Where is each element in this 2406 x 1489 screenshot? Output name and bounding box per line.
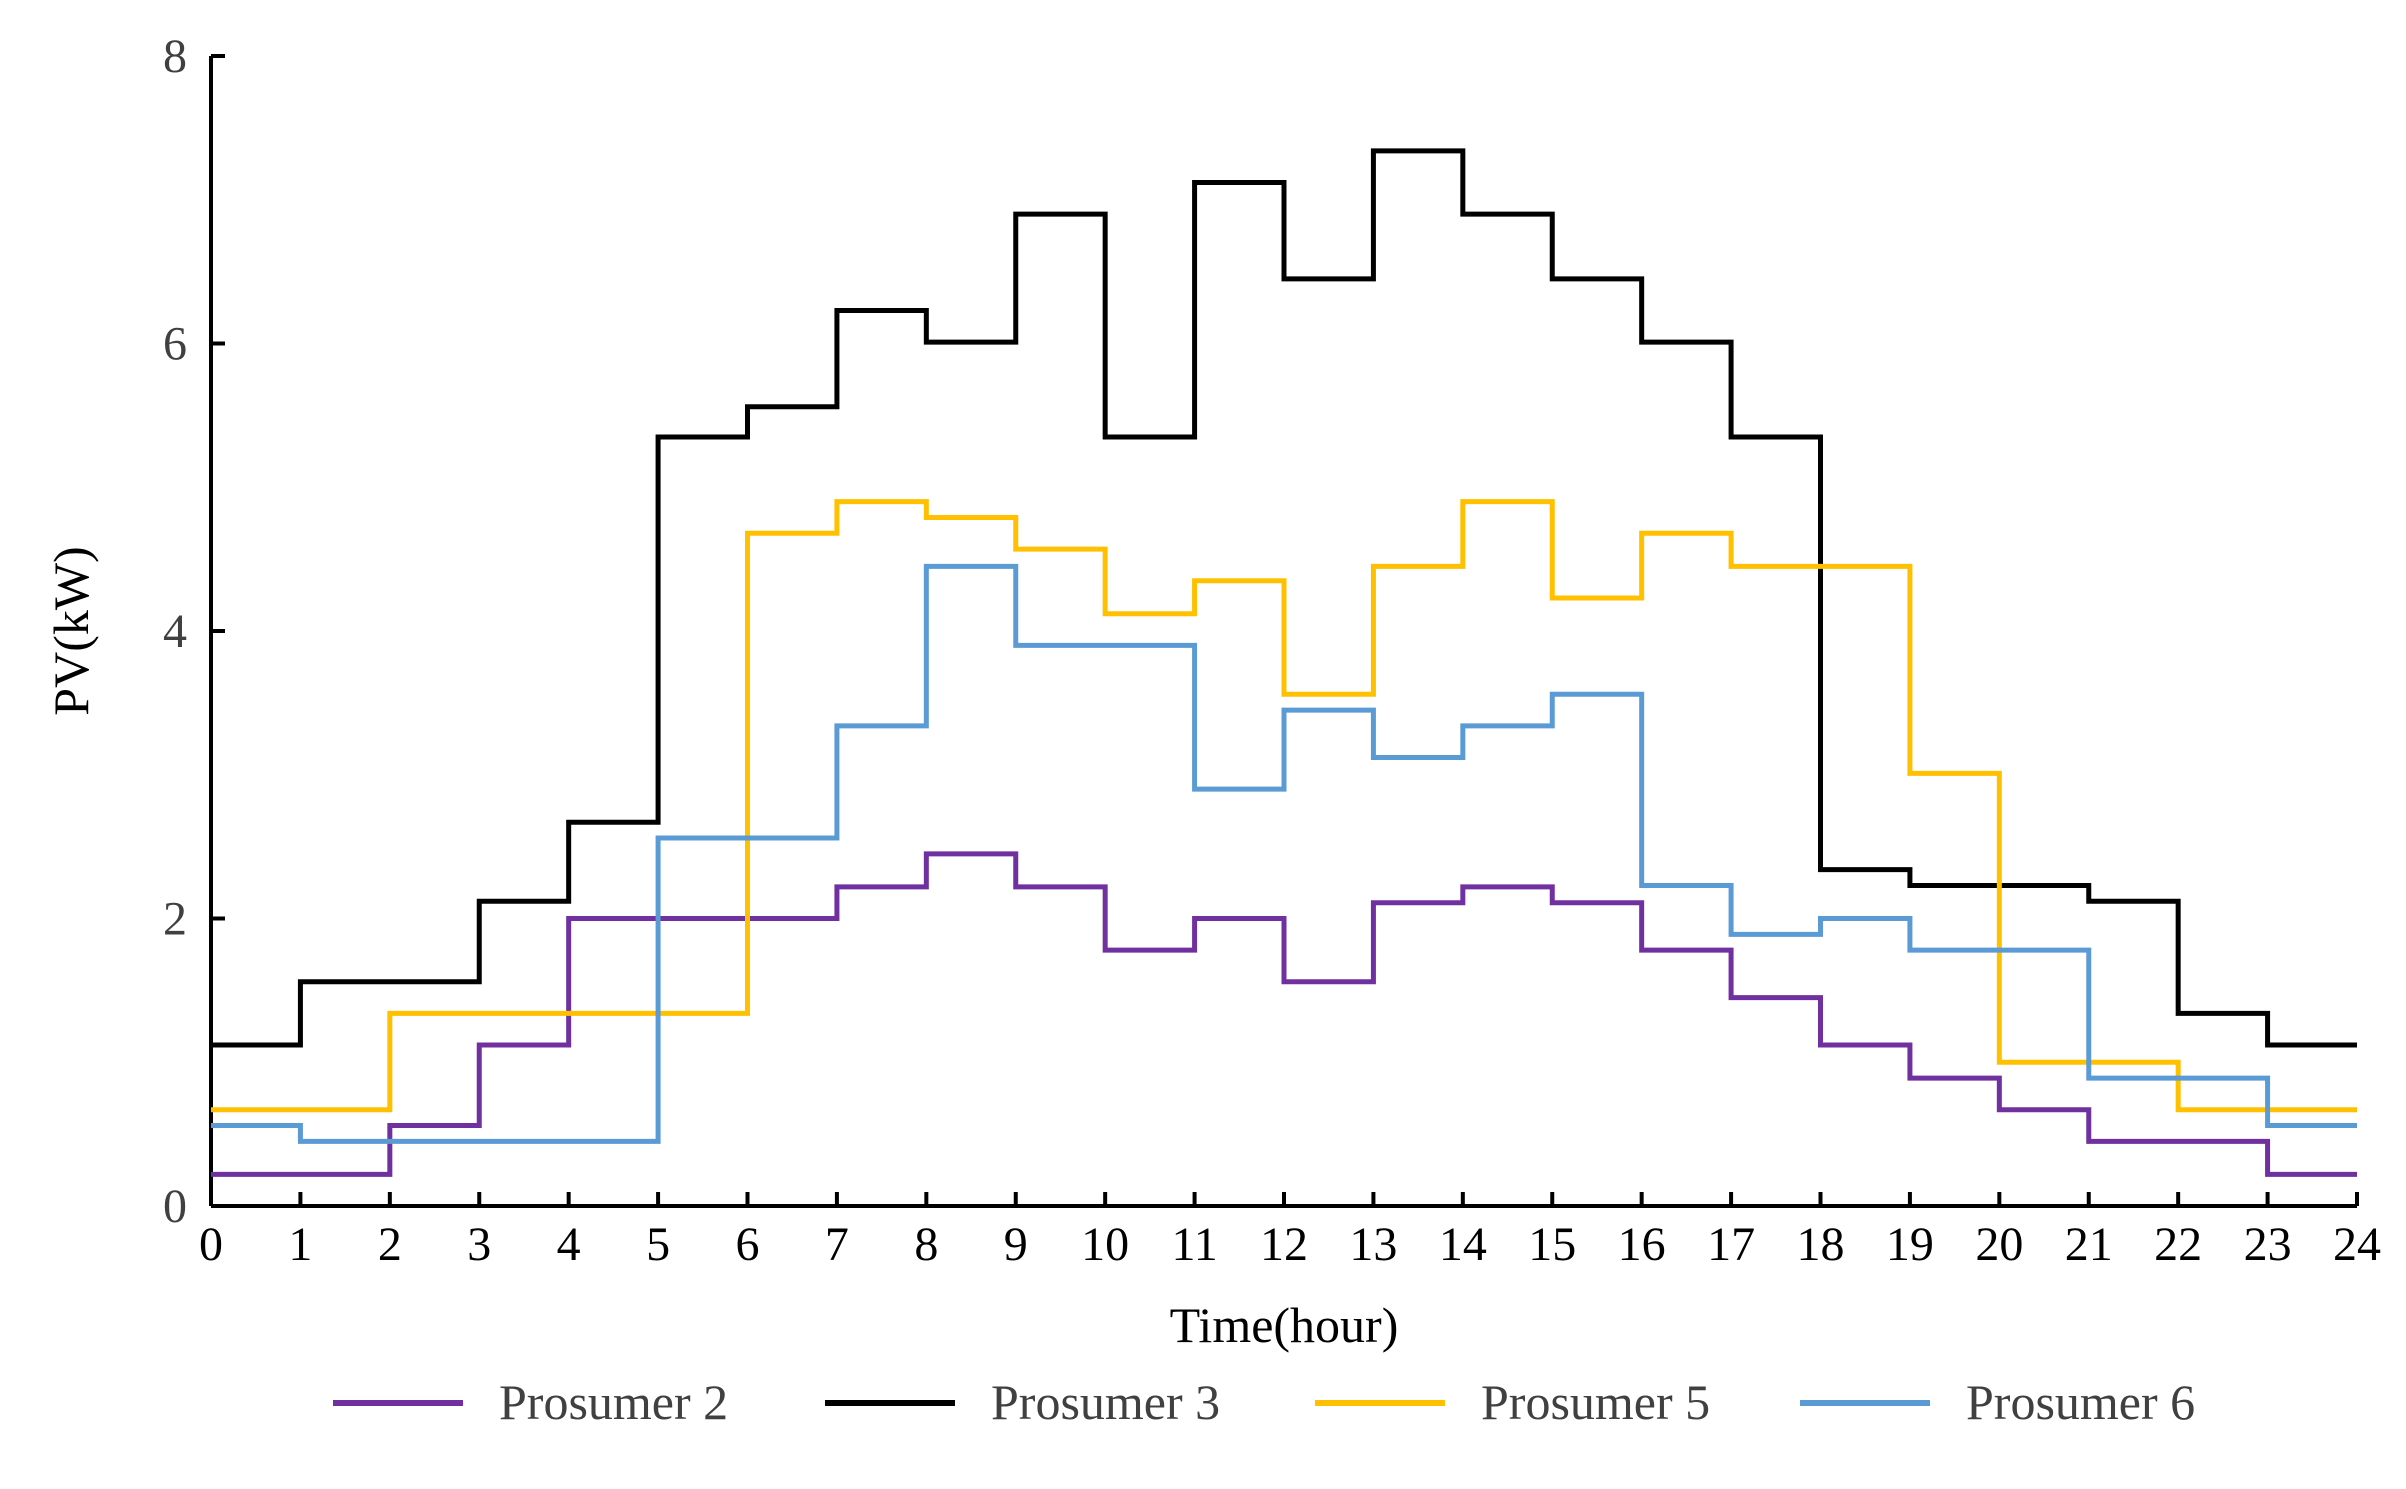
x-tick-label: 7 [825, 1218, 849, 1271]
y-tick-label: 8 [163, 30, 187, 83]
x-tick-label: 9 [1004, 1218, 1028, 1271]
x-tick-label: 20 [1975, 1218, 2023, 1271]
x-tick-label: 10 [1081, 1218, 1129, 1271]
legend-item-prosumer-2: Prosumer 2 [333, 1374, 728, 1430]
x-tick-label: 3 [467, 1218, 491, 1271]
x-tick-label: 15 [1528, 1218, 1576, 1271]
x-tick-label: 19 [1886, 1218, 1934, 1271]
x-tick-label: 17 [1707, 1218, 1755, 1271]
y-tick-label: 6 [163, 318, 187, 371]
y-tick-label: 2 [163, 893, 187, 946]
y-tick-label: 4 [163, 605, 187, 658]
x-tick-label: 12 [1260, 1218, 1308, 1271]
x-tick-label: 13 [1349, 1218, 1397, 1271]
y-axis-label: PV(kW) [43, 546, 99, 715]
x-tick-label: 5 [646, 1218, 670, 1271]
x-tick-label: 22 [2154, 1218, 2202, 1271]
series-layer [211, 148, 2357, 1177]
legend: Prosumer 2 Prosumer 3 Prosumer 5 Prosumer 6 [333, 1374, 2195, 1430]
x-tick-label: 18 [1797, 1218, 1845, 1271]
x-axis-label: Time(hour) [1170, 1297, 1399, 1353]
legend-item-prosumer-3: Prosumer 3 [825, 1374, 1220, 1430]
legend-label: Prosumer 5 [1481, 1374, 1710, 1430]
x-tick-label: 16 [1618, 1218, 1666, 1271]
x-tick-label: 1 [288, 1218, 312, 1271]
legend-label: Prosumer 6 [1966, 1374, 2195, 1430]
x-tick-label: 6 [736, 1218, 760, 1271]
x-tick-label: 23 [2244, 1218, 2292, 1271]
series-line-prosumer-6 [211, 563, 2357, 1144]
legend-label: Prosumer 3 [991, 1374, 1220, 1430]
x-tick-label: 8 [914, 1218, 938, 1271]
legend-label: Prosumer 2 [499, 1374, 728, 1430]
x-tick-label: 4 [557, 1218, 581, 1271]
x-tick-label: 0 [199, 1218, 223, 1271]
x-tick-label: 21 [2065, 1218, 2113, 1271]
series-line-prosumer-5 [211, 499, 2357, 1113]
x-tick-label: 2 [378, 1218, 402, 1271]
y-tick-label: 0 [163, 1180, 187, 1233]
x-tick-label: 14 [1439, 1218, 1487, 1271]
legend-item-prosumer-5: Prosumer 5 [1315, 1374, 1710, 1430]
x-tick-label: 24 [2333, 1218, 2381, 1271]
x-tick-label: 11 [1171, 1218, 1217, 1271]
series-line-prosumer-3 [211, 148, 2357, 1048]
series-line-prosumer-2 [211, 851, 2357, 1177]
legend-item-prosumer-6: Prosumer 6 [1800, 1374, 2195, 1430]
